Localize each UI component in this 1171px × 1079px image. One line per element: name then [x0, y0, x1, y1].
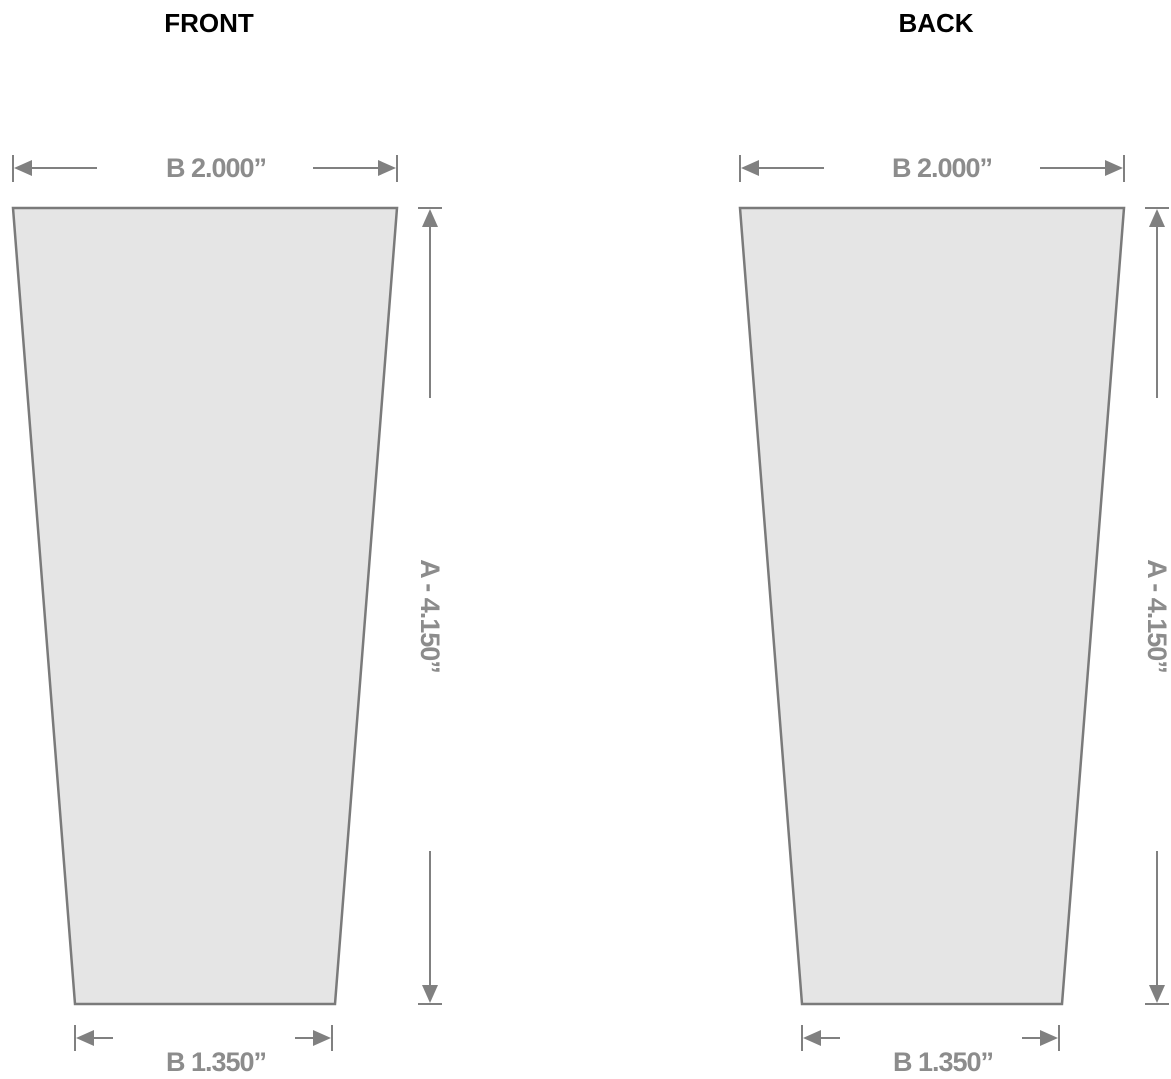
- back-height-arrow-top: [1149, 209, 1165, 227]
- back-bottom-width-arrow-right: [1040, 1030, 1058, 1046]
- front-height-label: A - 4.150”: [415, 559, 445, 673]
- back-trapezoid-shape: [738, 206, 1126, 1006]
- front-panel: FRONT B 2.000” A - 4.150”: [11, 8, 445, 1077]
- back-height-dimension: A - 4.150”: [1142, 207, 1171, 1005]
- front-top-width-arrow-left: [14, 160, 32, 176]
- front-trapezoid-shape: [11, 206, 399, 1006]
- front-bottom-width-label: B 1.350”: [166, 1047, 266, 1077]
- front-height-arrow-top: [422, 209, 438, 227]
- back-bottom-width-dimension: B 1.350”: [801, 1025, 1060, 1077]
- front-height-dimension: A - 4.150”: [415, 207, 445, 1005]
- back-top-width-arrow-left: [741, 160, 759, 176]
- back-top-width-dimension: B 2.000”: [739, 153, 1125, 183]
- front-bottom-width-dimension: B 1.350”: [74, 1025, 333, 1077]
- front-title: FRONT: [164, 8, 254, 38]
- back-top-width-label: B 2.000”: [892, 153, 992, 183]
- front-top-width-label: B 2.000”: [166, 153, 266, 183]
- back-height-label: A - 4.150”: [1142, 559, 1171, 673]
- front-bottom-width-arrow-left: [76, 1030, 94, 1046]
- back-top-width-arrow-right: [1105, 160, 1123, 176]
- front-top-width-dimension: B 2.000”: [12, 153, 398, 183]
- front-bottom-width-arrow-right: [313, 1030, 331, 1046]
- back-panel: BACK B 2.000” A - 4.150”: [738, 8, 1171, 1077]
- back-title: BACK: [898, 8, 973, 38]
- back-bottom-width-label: B 1.350”: [893, 1047, 993, 1077]
- back-bottom-width-arrow-left: [803, 1030, 821, 1046]
- back-height-arrow-bottom: [1149, 985, 1165, 1003]
- front-top-width-arrow-right: [378, 160, 396, 176]
- front-height-arrow-bottom: [422, 985, 438, 1003]
